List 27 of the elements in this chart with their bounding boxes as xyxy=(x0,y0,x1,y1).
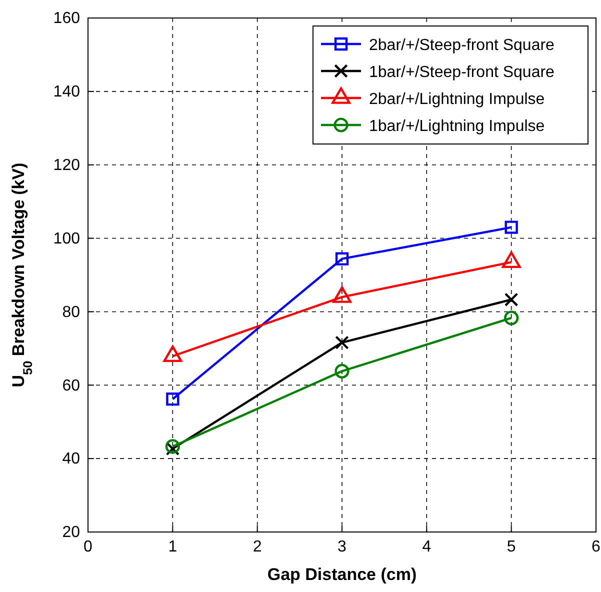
y-tick-label: 40 xyxy=(62,450,80,468)
x-tick-label: 0 xyxy=(84,538,93,556)
x-axis-title: Gap Distance (cm) xyxy=(267,565,417,584)
x-tick-label: 1 xyxy=(168,538,178,556)
y-tick-label: 120 xyxy=(53,156,80,174)
x-tick-label: 3 xyxy=(338,538,347,556)
legend-label: 2bar/+/Steep-front Square xyxy=(369,37,555,54)
y-tick-label: 160 xyxy=(53,10,80,28)
legend-label: 1bar/+/Lightning Impulse xyxy=(369,118,545,135)
x-tick-label: 5 xyxy=(506,538,516,556)
x-tick-label: 4 xyxy=(422,538,432,556)
y-tick-label: 140 xyxy=(53,84,80,101)
point xyxy=(504,220,518,234)
y-tick-label: 100 xyxy=(53,230,80,248)
legend-label: 2bar/+/Lightning Impulse xyxy=(369,91,545,108)
point xyxy=(504,292,518,307)
y-tick-label: 80 xyxy=(62,304,80,321)
y-tick-label: 20 xyxy=(62,524,80,542)
point xyxy=(504,310,519,326)
point xyxy=(166,392,180,406)
legend-label: 1bar/+/Steep-front Square xyxy=(369,64,555,81)
point xyxy=(334,364,350,378)
point xyxy=(335,336,349,350)
x-tick-label: 2 xyxy=(252,538,262,556)
point xyxy=(335,252,349,266)
x-tick-label: 6 xyxy=(592,538,601,556)
y-tick-label: 60 xyxy=(62,377,80,394)
